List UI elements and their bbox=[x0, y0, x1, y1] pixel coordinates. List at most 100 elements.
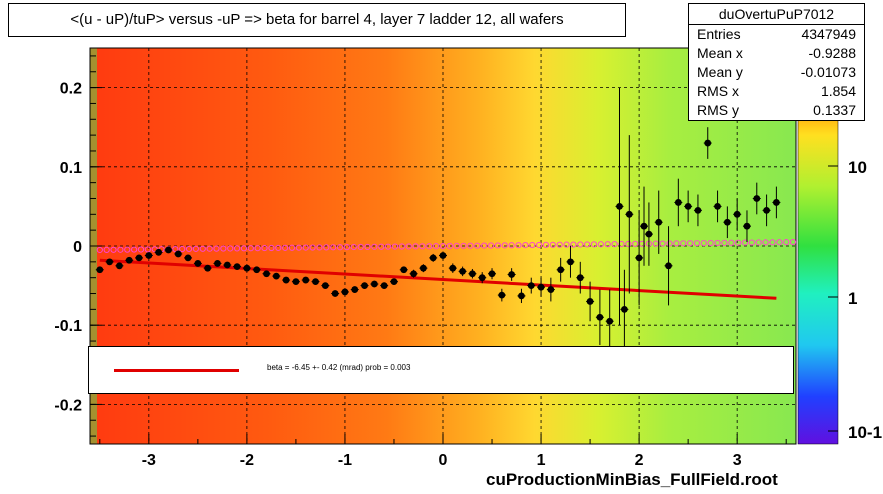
legend-fit-text: beta = -6.45 +- 0.42 (mrad) prob = 0.003 bbox=[267, 363, 411, 372]
open-marker-73 bbox=[597, 241, 604, 248]
profile-point-36 bbox=[449, 264, 457, 272]
profile-point-25 bbox=[341, 288, 349, 296]
z-tick-label-2: 10-1 bbox=[848, 423, 882, 442]
profile-point-33 bbox=[419, 264, 427, 272]
open-marker-14 bbox=[192, 245, 199, 252]
open-marker-49 bbox=[433, 243, 440, 250]
z-tick-label-0: 10 bbox=[848, 158, 867, 177]
open-marker-33 bbox=[323, 244, 330, 251]
open-marker-72 bbox=[590, 241, 598, 248]
open-marker-82 bbox=[659, 240, 666, 247]
open-marker-36 bbox=[343, 244, 351, 251]
x-tick-label-2: -1 bbox=[338, 452, 352, 469]
profile-point-64 bbox=[704, 139, 712, 147]
open-marker-6 bbox=[137, 246, 145, 253]
footer-filename: cuProductionMinBias_FullField.root bbox=[486, 470, 778, 489]
profile-point-60 bbox=[665, 262, 672, 270]
profile-point-57 bbox=[640, 222, 648, 230]
open-marker-16 bbox=[206, 245, 213, 252]
open-marker-2 bbox=[110, 246, 117, 253]
open-marker-26 bbox=[275, 244, 282, 252]
legend-fit-line bbox=[114, 369, 239, 372]
profile-point-51 bbox=[596, 313, 604, 321]
profile-point-4 bbox=[135, 254, 143, 262]
open-marker-76 bbox=[618, 240, 625, 248]
profile-point-63 bbox=[694, 206, 702, 214]
open-marker-74 bbox=[604, 241, 611, 248]
open-marker-4 bbox=[124, 246, 131, 253]
profile-point-35 bbox=[439, 252, 447, 259]
y-tick-label-2: 0 bbox=[73, 239, 82, 256]
profile-point-34 bbox=[429, 254, 437, 262]
profile-point-71 bbox=[772, 199, 780, 206]
open-marker-53 bbox=[460, 242, 467, 249]
profile-point-28 bbox=[370, 280, 378, 288]
profile-point-17 bbox=[263, 270, 270, 278]
profile-point-19 bbox=[282, 276, 290, 284]
profile-point-23 bbox=[321, 282, 329, 289]
profile-point-40 bbox=[488, 270, 496, 278]
open-marker-85 bbox=[680, 240, 687, 247]
x-tick-label-0: -3 bbox=[142, 452, 156, 469]
open-marker-56 bbox=[481, 242, 488, 249]
x-tick-label-4: 1 bbox=[537, 452, 546, 469]
profile-point-24 bbox=[331, 290, 339, 297]
open-marker-32 bbox=[316, 244, 323, 251]
x-tick-label-1: -2 bbox=[240, 452, 254, 469]
profile-point-49 bbox=[576, 274, 584, 282]
open-marker-38 bbox=[357, 243, 364, 251]
open-marker-64 bbox=[535, 241, 543, 249]
open-marker-92 bbox=[728, 239, 735, 246]
y-tick-label-0: 0.2 bbox=[60, 81, 82, 98]
profile-point-45 bbox=[537, 283, 545, 291]
profile-point-3 bbox=[125, 256, 133, 264]
open-marker-77 bbox=[625, 240, 632, 248]
profile-point-20 bbox=[292, 278, 300, 286]
open-marker-5 bbox=[131, 246, 138, 253]
open-marker-21 bbox=[240, 245, 248, 252]
profile-point-52 bbox=[606, 317, 614, 325]
stats-panel: duOvertuPuP7012 Entries 4347949 Mean x -0.… bbox=[688, 3, 865, 121]
open-marker-86 bbox=[687, 240, 694, 247]
open-marker-3 bbox=[117, 246, 124, 253]
open-marker-50 bbox=[439, 242, 447, 250]
open-marker-13 bbox=[185, 245, 193, 253]
profile-point-50 bbox=[586, 298, 594, 305]
profile-point-18 bbox=[272, 272, 280, 280]
open-marker-91 bbox=[721, 239, 728, 246]
open-marker-93 bbox=[735, 239, 742, 246]
profile-point-11 bbox=[204, 264, 212, 272]
open-marker-42 bbox=[384, 243, 392, 250]
open-marker-29 bbox=[295, 244, 302, 251]
y-tick-label-1: 0.1 bbox=[60, 160, 82, 177]
open-marker-89 bbox=[707, 239, 714, 247]
stats-row-mean-x: Mean x -0.9288 bbox=[697, 45, 856, 61]
y-tick-label-4: -0.2 bbox=[54, 397, 82, 414]
profile-point-14 bbox=[233, 263, 241, 270]
open-marker-18 bbox=[220, 245, 227, 252]
open-marker-87 bbox=[693, 240, 701, 247]
profile-point-69 bbox=[753, 195, 761, 202]
profile-point-6 bbox=[155, 248, 163, 256]
profile-point-13 bbox=[223, 261, 231, 269]
profile-point-53 bbox=[616, 203, 623, 210]
open-marker-20 bbox=[233, 245, 241, 252]
profile-point-0 bbox=[96, 266, 104, 274]
profile-point-66 bbox=[723, 218, 731, 226]
profile-point-22 bbox=[312, 278, 319, 286]
open-marker-97 bbox=[762, 239, 769, 246]
profile-point-42 bbox=[508, 271, 516, 278]
open-marker-44 bbox=[398, 243, 405, 250]
open-marker-23 bbox=[254, 245, 261, 252]
open-marker-75 bbox=[611, 241, 618, 248]
open-marker-99 bbox=[776, 239, 783, 246]
open-marker-52 bbox=[453, 242, 460, 249]
profile-point-9 bbox=[184, 254, 192, 262]
open-marker-66 bbox=[549, 241, 556, 248]
profile-point-31 bbox=[400, 266, 408, 274]
profile-point-8 bbox=[174, 250, 182, 258]
open-marker-65 bbox=[542, 241, 550, 248]
open-marker-98 bbox=[769, 239, 776, 246]
open-marker-88 bbox=[700, 239, 707, 247]
open-marker-19 bbox=[227, 245, 234, 252]
